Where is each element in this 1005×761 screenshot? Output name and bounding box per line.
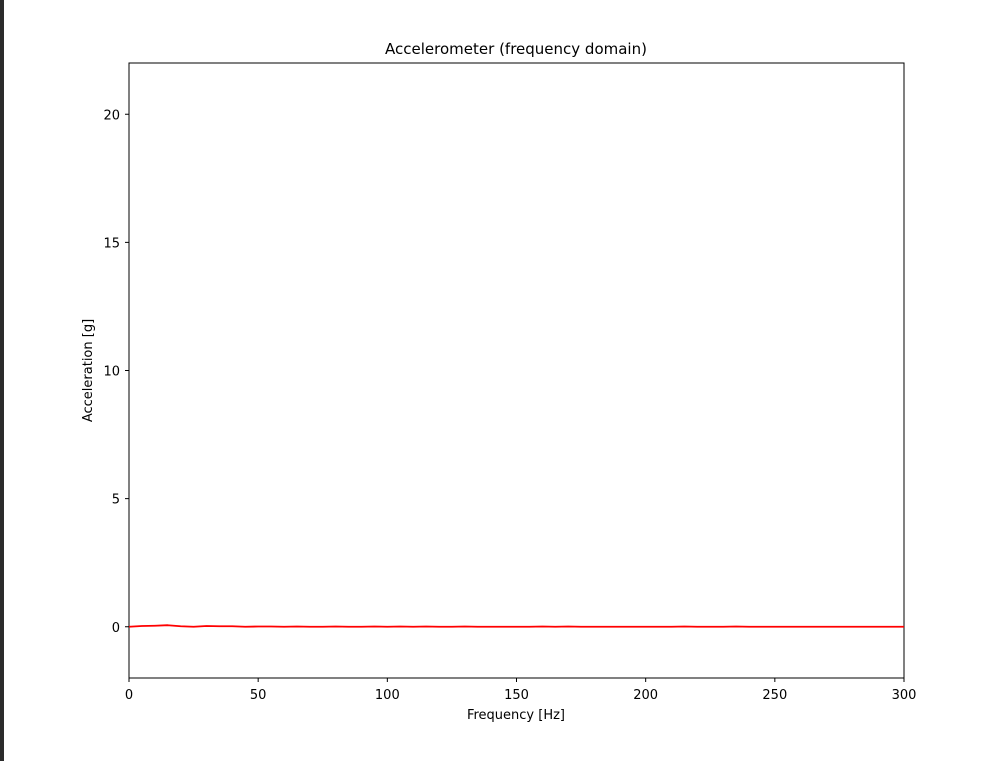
- x-tick-label: 200: [633, 688, 658, 703]
- y-tick-label: 10: [103, 365, 120, 380]
- x-tick-label: 100: [375, 688, 400, 703]
- x-tick-label: 50: [250, 688, 267, 703]
- plot-area-frame: [128, 62, 905, 679]
- y-axis-label: Acceleration [g]: [81, 319, 96, 422]
- x-axis-ticks: 0 50 100 150 200 250 300: [125, 678, 917, 703]
- x-tick-label: 250: [762, 688, 787, 703]
- series-line-0: [129, 624, 904, 628]
- y-tick-label: 20: [103, 108, 120, 123]
- y-tick-label: 0: [112, 621, 120, 636]
- x-tick-label: 300: [892, 688, 917, 703]
- x-axis-label: Frequency [Hz]: [467, 708, 565, 723]
- chart-title: Accelerometer (frequency domain): [385, 40, 647, 58]
- series-layer: [129, 624, 904, 628]
- y-tick-label: 5: [112, 493, 120, 508]
- y-tick-label: 15: [103, 236, 120, 251]
- x-tick-label: 0: [125, 688, 133, 703]
- window-edge: [0, 0, 4, 761]
- y-axis-ticks: 0 5 10 15 20: [103, 108, 129, 636]
- x-tick-label: 150: [504, 688, 529, 703]
